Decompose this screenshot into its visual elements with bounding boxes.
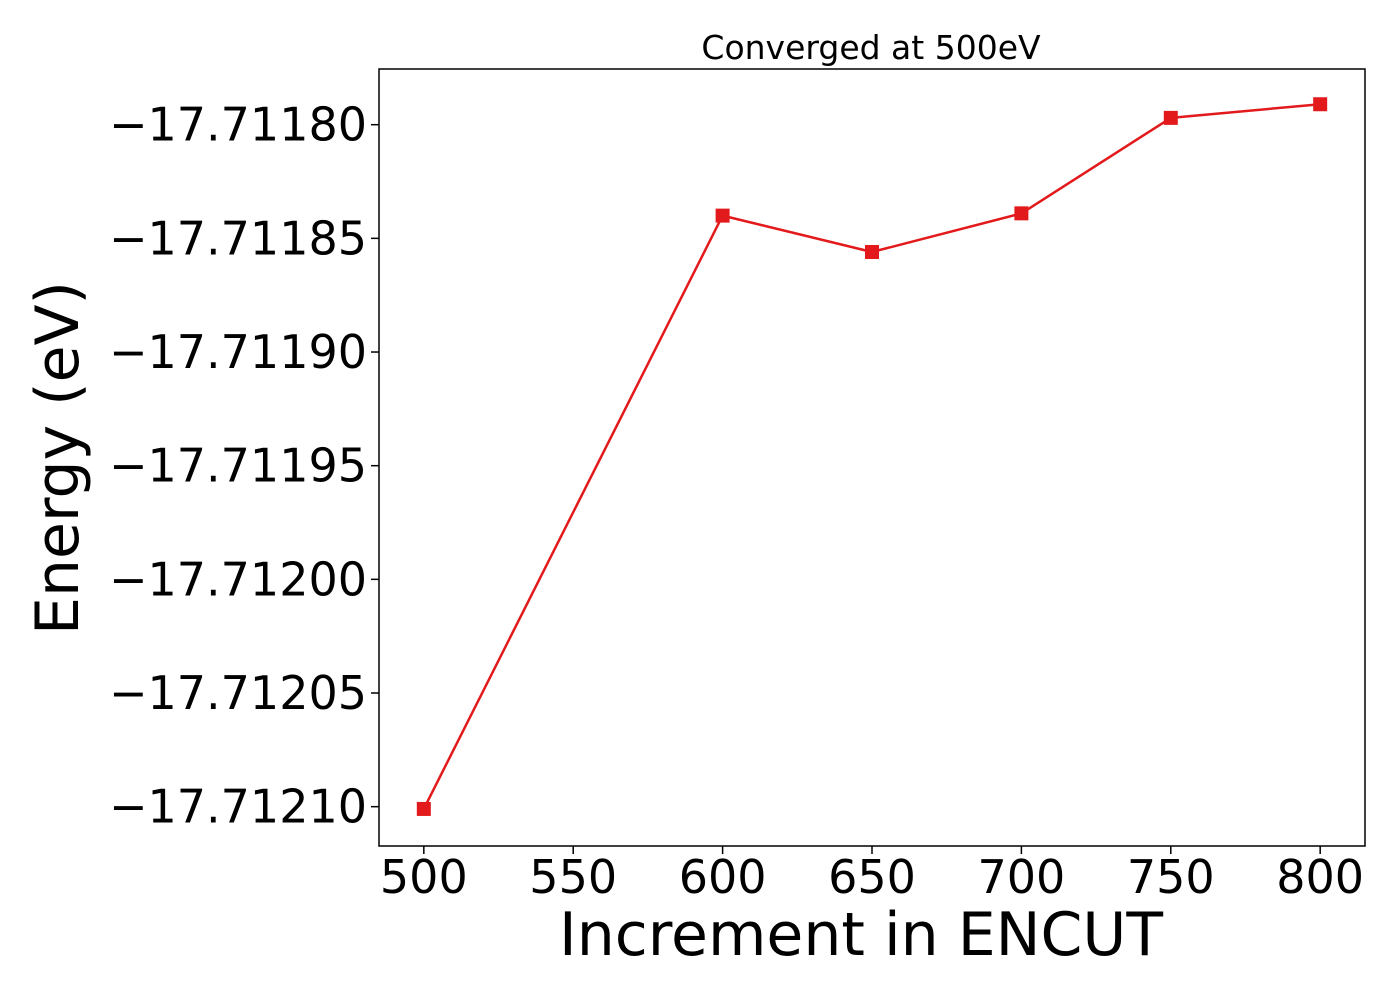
y-tick-label: −17.71210	[109, 780, 367, 834]
y-axis: −17.71180 −17.71185 −17.71190 −17.71195 −17.…	[109, 98, 379, 834]
y-tick-label: −17.71185	[109, 211, 367, 265]
y-tick-label: −17.71190	[109, 325, 367, 379]
x-tick-label: 500	[380, 850, 468, 904]
x-tick-label: 700	[977, 850, 1065, 904]
y-tick-label: −17.71205	[109, 666, 367, 720]
y-tick-label: −17.71195	[109, 439, 367, 493]
data-point-marker	[715, 208, 730, 223]
x-axis-label: Increment in ENCUT	[559, 900, 1163, 970]
data-point-marker	[1163, 110, 1178, 125]
x-tick-label: 550	[529, 850, 617, 904]
y-tick-label: −17.71200	[109, 552, 367, 606]
plot-area	[378, 68, 1366, 847]
x-tick-label: 750	[1127, 850, 1215, 904]
x-tick-label: 800	[1276, 850, 1364, 904]
data-point-marker	[1313, 97, 1328, 112]
data-point-marker	[865, 244, 879, 259]
x-axis: 500 550 600 650 700 750 800	[380, 846, 1364, 904]
chart-title: Converged at 500eV	[701, 28, 1041, 67]
y-axis-label: Energy (eV)	[23, 281, 93, 635]
series-line	[422, 102, 1321, 810]
data-point-marker	[1014, 206, 1029, 221]
y-tick-label: −17.71180	[109, 98, 367, 152]
x-tick-label: 600	[679, 850, 767, 904]
x-tick-label: 650	[828, 850, 916, 904]
data-point-marker	[416, 801, 431, 816]
series-layer	[416, 97, 1328, 816]
